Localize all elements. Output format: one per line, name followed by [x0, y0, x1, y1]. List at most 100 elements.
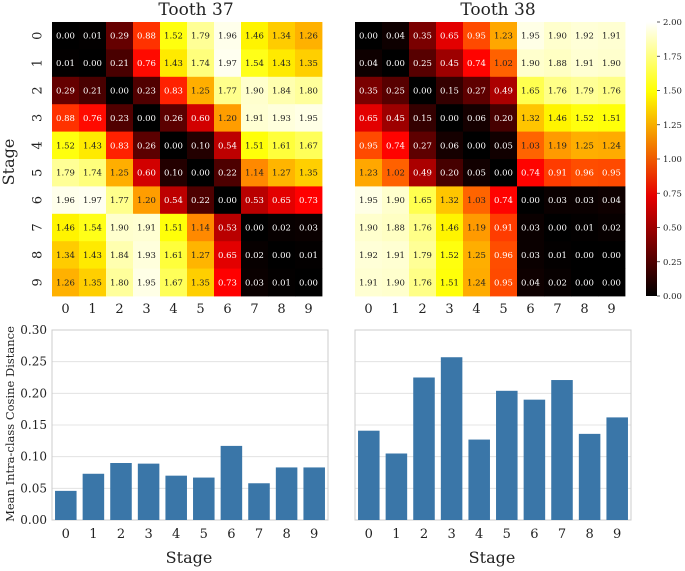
heatmap-cell — [571, 241, 599, 269]
heatmap-cell-label: 0.02 — [272, 224, 291, 234]
heatmap-cell — [382, 76, 410, 105]
heatmap-cell — [409, 104, 437, 132]
heatmap-cell — [241, 49, 269, 78]
heatmap-cell-label: 1.97 — [83, 196, 102, 206]
heatmap-cell-label: 1.24 — [467, 278, 486, 288]
heatmap-cell — [463, 76, 491, 105]
heatmap-cell — [268, 268, 296, 297]
heatmap-cell-label: 0.74 — [386, 141, 405, 151]
heatmap-cell — [517, 213, 545, 242]
heatmap-cell — [106, 76, 134, 105]
heatmap-cell — [214, 186, 242, 215]
heatmap-cell — [382, 213, 410, 242]
heatmap-cell — [214, 104, 242, 132]
heatmap-cell-label: 1.20 — [137, 196, 156, 206]
colorbar-tick-label: 1.50 — [663, 87, 682, 97]
heatmap-cell — [571, 22, 599, 50]
heatmap-cell — [598, 159, 626, 187]
heatmap-cell-label: 0.00 — [299, 278, 318, 288]
heatmap-cell-label: 1.90 — [548, 32, 567, 42]
heatmap-title-tooth37: Tooth 37 — [158, 0, 233, 20]
heatmap-cell-label: 1.43 — [83, 141, 102, 151]
heatmap-cell-label: 1.46 — [56, 224, 75, 234]
heatmap-cell — [160, 241, 188, 269]
heatmap-cell — [409, 241, 437, 269]
heatmap-cell-label: 1.93 — [272, 114, 291, 124]
heatmap-cell — [52, 49, 80, 78]
heatmap-cell — [571, 131, 599, 160]
heatmap-cell-label: 0.03 — [575, 196, 594, 206]
bar-plot-frame — [51, 329, 329, 521]
heatmap-cell — [490, 76, 518, 105]
heatmap-cell — [517, 49, 545, 78]
heatmap-cell — [187, 159, 215, 187]
heatmap-cell-label: 0.01 — [56, 59, 75, 69]
heatmap-y-tick: 9 — [31, 278, 46, 286]
heatmap-cell-label: 0.20 — [494, 114, 513, 124]
heatmap-cell-label: 0.96 — [494, 251, 513, 261]
heatmap-cell — [160, 104, 188, 132]
heatmap-cell-label: 1.46 — [548, 114, 567, 124]
heatmap-cell — [490, 131, 518, 160]
heatmap-cell — [295, 159, 323, 187]
heatmap-cell — [382, 268, 410, 297]
heatmap-x-tick: 3 — [445, 302, 453, 317]
heatmap-title-tooth38: Tooth 38 — [460, 0, 535, 20]
heatmap-cell-label: 0.21 — [83, 87, 102, 97]
heatmap-cell — [106, 49, 134, 78]
heatmap-cell-label: 1.88 — [548, 59, 567, 69]
heatmap-cell-label: 1.67 — [299, 141, 318, 151]
heatmap-cell-label: 0.04 — [386, 32, 405, 42]
heatmap-cell-label: 0.00 — [245, 224, 264, 234]
bar — [496, 390, 518, 520]
heatmap-cell — [214, 241, 242, 269]
heatmap-cell-label: 0.54 — [164, 196, 183, 206]
heatmap-cell-label: 0.00 — [191, 169, 210, 179]
heatmap-cell — [436, 159, 464, 187]
bar-x-tick: 4 — [172, 527, 180, 542]
heatmap-cell-label: 0.01 — [299, 251, 318, 261]
heatmap-cell — [268, 131, 296, 160]
heatmap-cell-label: 0.04 — [521, 278, 540, 288]
heatmap-cell — [241, 186, 269, 215]
bar-x-tick: 1 — [392, 527, 400, 542]
heatmap-cell-label: 1.65 — [521, 87, 540, 97]
heatmap-cell-label: 0.00 — [359, 32, 378, 42]
bar-x-tick: 1 — [89, 527, 97, 542]
heatmap-cell-label: 0.00 — [602, 278, 621, 288]
heatmap-cell — [214, 159, 242, 187]
heatmap-cell — [268, 159, 296, 187]
heatmap-cell — [106, 131, 134, 160]
heatmap-cell — [544, 213, 572, 242]
heatmap-cell-label: 1.80 — [110, 278, 129, 288]
heatmap-cell-label: 0.21 — [110, 59, 129, 69]
heatmap-cell — [490, 49, 518, 78]
heatmap-cell — [295, 22, 323, 50]
bar-x-tick: 2 — [420, 527, 428, 542]
heatmap-cell — [571, 76, 599, 105]
heatmap-cell-label: 1.14 — [245, 169, 264, 179]
heatmap-cell — [490, 104, 518, 132]
heatmap-cell — [79, 268, 107, 297]
heatmap-cell-label: 0.00 — [467, 141, 486, 151]
heatmap-cell-label: 0.74 — [521, 169, 540, 179]
bar-x-tick: 2 — [117, 527, 125, 542]
heatmap-cell-label: 1.77 — [218, 87, 237, 97]
heatmap-x-tick: 6 — [223, 302, 231, 317]
heatmap-cell-label: 1.91 — [386, 251, 405, 261]
heatmap-cell-label: 1.93 — [137, 251, 156, 261]
heatmap-cell-label: 1.03 — [467, 196, 486, 206]
heatmap-cell — [187, 268, 215, 297]
bar-y-tick: 0.00 — [20, 513, 47, 527]
heatmap-cell — [571, 268, 599, 297]
heatmap-cell-label: 0.95 — [359, 141, 378, 151]
colorbar-tick-label: 1.25 — [663, 121, 682, 131]
heatmap-cell-label: 0.91 — [494, 224, 513, 234]
heatmap-cell — [241, 241, 269, 269]
heatmap-cell — [382, 241, 410, 269]
heatmap-cell — [571, 213, 599, 242]
heatmap-x-tick: 1 — [391, 302, 399, 317]
heatmap-cell-label: 1.76 — [548, 87, 567, 97]
heatmap-cell-label: 0.95 — [494, 278, 513, 288]
